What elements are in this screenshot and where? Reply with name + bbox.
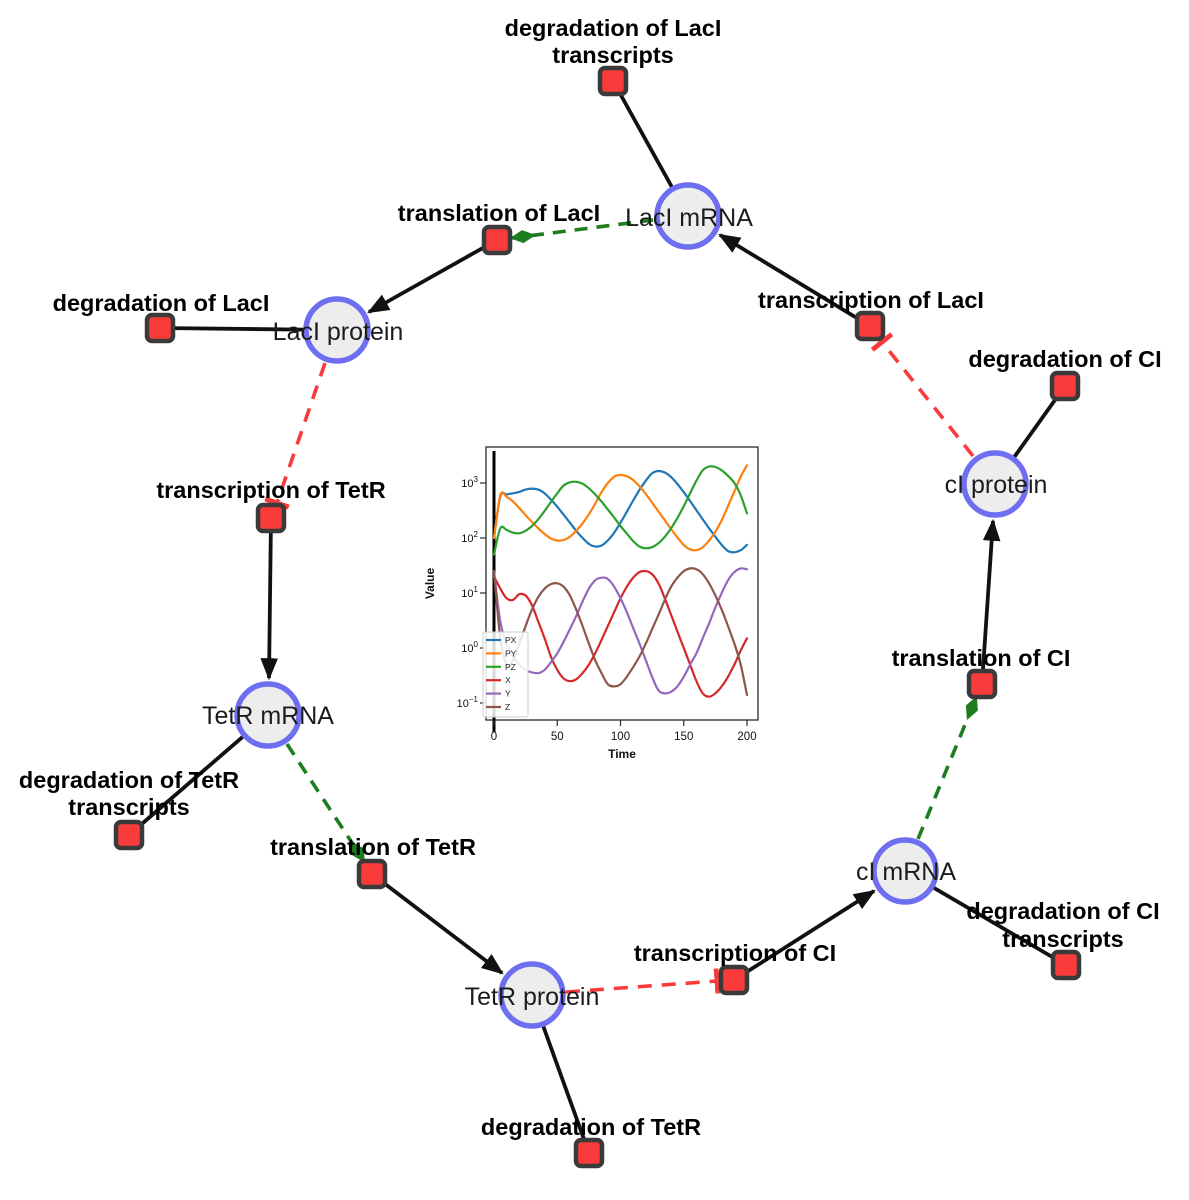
edge-ci-mrna-activates-translation-ci <box>916 695 978 840</box>
reaction-node-degradation-ci <box>1049 370 1081 402</box>
edge-transcription-ci-to-ci-mrna <box>732 889 876 982</box>
reaction-node-degradation-tetr-transcripts <box>113 819 145 851</box>
reaction-node-translation-tetr <box>356 858 388 890</box>
series-PX <box>492 469 749 554</box>
series-PZ <box>492 465 749 556</box>
edge-laci-mrna-activates-translation-laci <box>509 218 654 244</box>
y-tick-label: 101 <box>461 585 478 600</box>
edge-tetr-protein-inhibits-transcription-ci <box>565 968 721 994</box>
legend-label-PX: PX <box>505 635 517 645</box>
legend-label-PZ: PZ <box>505 662 516 672</box>
label-degradation-tetr: degradation of TetR <box>481 1114 701 1140</box>
label-transcription-tetr: transcription of TetR <box>156 477 385 503</box>
x-tick-label: 50 <box>551 731 564 743</box>
legend-label-Z: Z <box>505 702 510 712</box>
y-tick-label: 10−1 <box>457 695 479 710</box>
label-degradation-tetr-transcripts-line1: degradation of TetR <box>19 767 239 793</box>
reaction-node-degradation-tetr <box>573 1137 605 1169</box>
reaction-node-degradation-ci-transcripts <box>1050 949 1082 981</box>
series-X <box>492 569 749 698</box>
label-ci-protein: cI protein <box>945 471 1048 499</box>
inset-timeseries-chart: 0 50 100 150 20010−1100101102103TimeValuePXP… <box>423 446 759 761</box>
reaction-node-degradation-laci-transcripts <box>597 65 629 97</box>
y-axis-title: Value <box>423 568 437 600</box>
chart-legend: PX PY PZ XYZ <box>482 631 529 718</box>
reaction-node-translation-laci <box>481 224 513 256</box>
label-degradation-ci-transcripts-line2: transcripts <box>1002 926 1123 952</box>
reaction-node-transcription-laci <box>854 310 886 342</box>
edge-transcription-tetr-to-tetr-mrna <box>260 517 279 681</box>
label-transcription-laci: transcription of LacI <box>758 287 984 313</box>
chart-frame <box>485 446 759 721</box>
edge-translation-ci-to-ci-protein <box>980 518 1001 685</box>
edge-transcription-laci-to-laci-mrna <box>718 233 871 328</box>
species-node-ci-protein <box>961 450 1029 518</box>
edge-translation-tetr-to-tetr-protein <box>370 872 504 975</box>
label-laci-mrna: LacI mRNA <box>625 204 753 232</box>
x-tick-label: 100 <box>611 731 630 743</box>
label-tetr-mrna: TetR mRNA <box>202 702 334 730</box>
legend-label-PY: PY <box>505 648 517 658</box>
label-translation-tetr: translation of TetR <box>270 834 476 860</box>
label-translation-laci: translation of LacI <box>398 200 600 226</box>
label-degradation-laci-transcripts-line2: transcripts <box>552 42 673 68</box>
series-Z <box>492 567 749 697</box>
species-node-tetr-mrna <box>234 681 302 749</box>
species-node-laci-mrna <box>654 182 722 250</box>
reaction-node-transcription-ci <box>718 964 750 996</box>
x-axis-title: Time <box>608 747 636 761</box>
x-tick-label: 0 <box>491 731 497 743</box>
label-degradation-ci-transcripts-line1: degradation of CI <box>966 898 1159 924</box>
label-translation-ci: translation of CI <box>892 645 1071 671</box>
label-degradation-laci: degradation of LacI <box>53 290 270 316</box>
label-laci-protein: LacI protein <box>273 318 404 346</box>
label-degradation-ci: degradation of CI <box>968 346 1161 372</box>
label-degradation-tetr-transcripts-line2: transcripts <box>68 794 189 820</box>
y-tick-label: 102 <box>461 530 478 545</box>
x-tick-label: 200 <box>737 731 756 743</box>
species-node-ci-mrna <box>871 837 939 905</box>
legend-label-Y: Y <box>505 689 511 699</box>
edge-ci-protein-inhibits-transcription-laci <box>870 332 975 458</box>
legend-label-X: X <box>505 675 511 685</box>
series-PY <box>492 464 749 552</box>
y-tick-label: 103 <box>461 475 478 490</box>
reaction-node-degradation-laci <box>144 312 176 344</box>
label-ci-mrna: cI mRNA <box>856 858 956 886</box>
reaction-node-translation-ci <box>966 668 998 700</box>
x-tick-label: 150 <box>674 731 693 743</box>
label-transcription-ci: transcription of CI <box>634 940 836 966</box>
label-degradation-laci-transcripts-line1: degradation of LacI <box>505 15 722 41</box>
edge-tetr-mrna-activates-translation-tetr <box>285 743 366 863</box>
chart-series-group <box>492 464 749 698</box>
species-node-laci-protein <box>303 296 371 364</box>
reaction-node-transcription-tetr <box>255 502 287 534</box>
series-Y <box>492 567 749 695</box>
species-node-tetr-protein <box>498 961 566 1029</box>
y-tick-label: 100 <box>461 640 478 655</box>
label-tetr-protein: TetR protein <box>465 983 600 1011</box>
edge-translation-laci-to-laci-protein <box>367 238 498 314</box>
edge-laci-protein-inhibits-transcription-tetr <box>264 362 327 510</box>
